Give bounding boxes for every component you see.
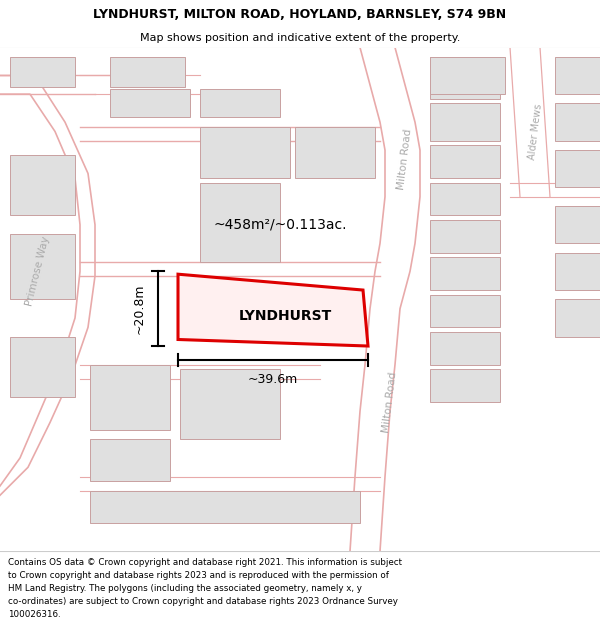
Text: LYNDHURST: LYNDHURST xyxy=(238,309,332,323)
Text: Primrose Way: Primrose Way xyxy=(25,236,52,308)
Text: Alder Mews: Alder Mews xyxy=(527,103,544,160)
Polygon shape xyxy=(10,234,75,299)
Polygon shape xyxy=(110,89,190,118)
Text: ~39.6m: ~39.6m xyxy=(248,373,298,386)
Polygon shape xyxy=(555,104,600,141)
Polygon shape xyxy=(200,127,290,178)
Polygon shape xyxy=(555,253,600,290)
Polygon shape xyxy=(110,57,185,87)
Text: Milton Road: Milton Road xyxy=(397,129,413,191)
Polygon shape xyxy=(180,369,280,439)
Text: Milton Road: Milton Road xyxy=(382,371,398,433)
Polygon shape xyxy=(555,299,600,337)
Polygon shape xyxy=(430,182,500,216)
Polygon shape xyxy=(200,182,280,262)
Text: co-ordinates) are subject to Crown copyright and database rights 2023 Ordnance S: co-ordinates) are subject to Crown copyr… xyxy=(8,597,398,606)
Polygon shape xyxy=(555,57,600,94)
Text: 100026316.: 100026316. xyxy=(8,609,61,619)
Polygon shape xyxy=(295,127,375,178)
Text: ~20.8m: ~20.8m xyxy=(133,284,146,334)
Polygon shape xyxy=(430,57,500,99)
Polygon shape xyxy=(430,57,505,94)
Polygon shape xyxy=(90,364,170,430)
Polygon shape xyxy=(555,206,600,243)
Polygon shape xyxy=(178,274,368,346)
Polygon shape xyxy=(555,150,600,188)
Polygon shape xyxy=(10,337,75,398)
Polygon shape xyxy=(430,332,500,364)
Polygon shape xyxy=(90,439,170,481)
Text: Map shows position and indicative extent of the property.: Map shows position and indicative extent… xyxy=(140,33,460,43)
Polygon shape xyxy=(200,89,280,118)
Polygon shape xyxy=(90,491,360,523)
Polygon shape xyxy=(430,369,500,402)
Text: to Crown copyright and database rights 2023 and is reproduced with the permissio: to Crown copyright and database rights 2… xyxy=(8,571,389,580)
Polygon shape xyxy=(430,146,500,178)
Text: ~458m²/~0.113ac.: ~458m²/~0.113ac. xyxy=(213,217,347,232)
Polygon shape xyxy=(10,57,75,87)
Polygon shape xyxy=(430,258,500,290)
Text: LYNDHURST, MILTON ROAD, HOYLAND, BARNSLEY, S74 9BN: LYNDHURST, MILTON ROAD, HOYLAND, BARNSLE… xyxy=(94,8,506,21)
Polygon shape xyxy=(430,104,500,141)
Text: HM Land Registry. The polygons (including the associated geometry, namely x, y: HM Land Registry. The polygons (includin… xyxy=(8,584,362,592)
Polygon shape xyxy=(430,220,500,253)
Text: Contains OS data © Crown copyright and database right 2021. This information is : Contains OS data © Crown copyright and d… xyxy=(8,558,402,567)
Polygon shape xyxy=(430,295,500,328)
Polygon shape xyxy=(10,155,75,216)
